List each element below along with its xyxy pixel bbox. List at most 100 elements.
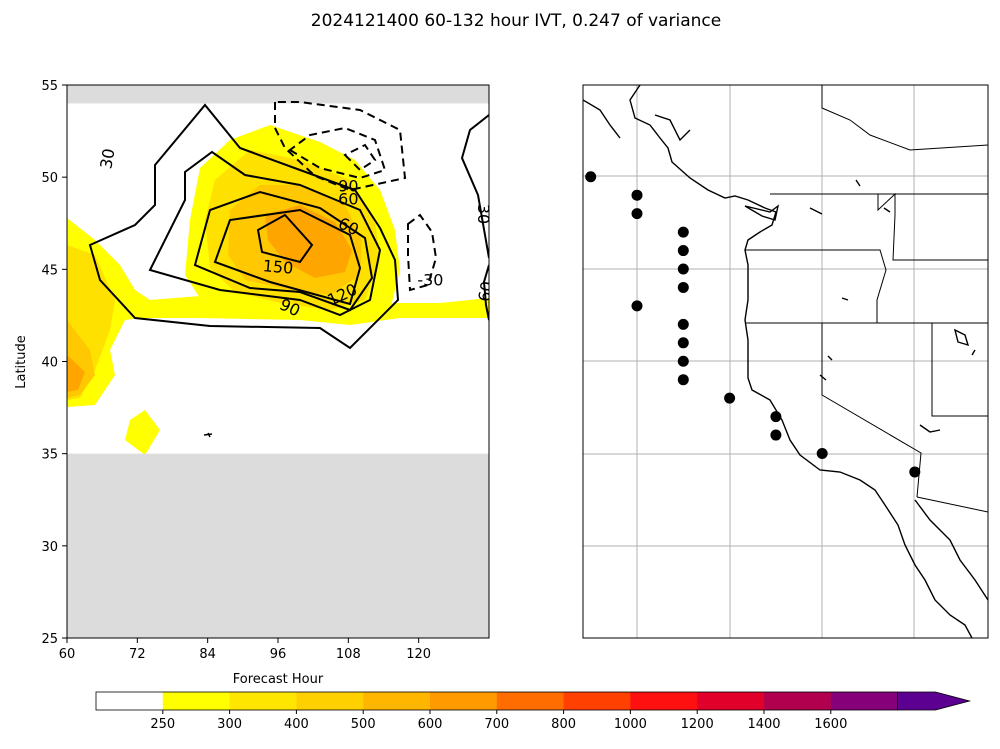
contour-90	[193, 190, 374, 312]
y-axis-ticks: 25 30 35 40 45 50 55	[41, 79, 67, 647]
y-tick-label: 55	[41, 79, 58, 94]
contour-120	[213, 208, 362, 306]
fill-500-edge	[67, 355, 85, 392]
colorbar-label: 1400	[747, 717, 780, 732]
colorbar-label: 300	[217, 717, 242, 732]
contour-150	[256, 213, 314, 264]
border-nv-ut	[931, 323, 988, 417]
masked-regions	[67, 85, 489, 638]
x-tick-label: 84	[199, 647, 216, 662]
coast-inlet	[654, 114, 691, 142]
station-point	[677, 226, 689, 238]
station-point	[562, 125, 573, 136]
station-point	[677, 281, 689, 293]
colorbar-label: 700	[484, 717, 509, 732]
contour-label: -30	[417, 270, 443, 289]
y-tick-label: 30	[41, 540, 58, 555]
station-point	[539, 144, 550, 155]
station-point	[724, 392, 736, 404]
coast-islands	[583, 99, 621, 139]
x-tick-label: 72	[129, 647, 146, 662]
station-point	[909, 466, 921, 478]
contour-label: 30	[474, 204, 493, 224]
inland-boundary	[821, 85, 988, 151]
x-tick-label: 96	[270, 647, 287, 662]
station-point	[631, 208, 643, 220]
fill-250-patch	[125, 410, 160, 455]
small-lakes	[819, 355, 833, 381]
station-point	[677, 355, 689, 367]
y-tick-label: 45	[41, 263, 58, 278]
contour-label: 150	[262, 256, 294, 278]
colorbar-label: 500	[351, 717, 376, 732]
station-point	[677, 337, 689, 349]
contour-neg-30-east	[407, 213, 438, 292]
colorbar-label: 1200	[681, 717, 714, 732]
station-point	[816, 448, 828, 459]
colorbar-label: 1000	[614, 717, 647, 732]
station-point	[585, 171, 597, 183]
colorbar-label: 1600	[814, 717, 847, 732]
coast-gulf	[914, 499, 988, 601]
lake-mead	[919, 424, 941, 433]
colorbar-label: 600	[418, 717, 443, 732]
colorbar-cell	[697, 692, 765, 710]
contour-30-east	[460, 114, 489, 321]
station-point	[770, 429, 782, 441]
station-point	[539, 153, 550, 164]
station-point	[677, 263, 689, 275]
x-axis-label: Forecast Hour	[233, 672, 324, 687]
x-tick-label: 120	[406, 647, 431, 662]
station-point	[770, 411, 782, 423]
contour-neg-90	[343, 143, 377, 172]
state-borders	[745, 85, 988, 513]
border-wa-or	[745, 249, 887, 323]
colorbar-label: 800	[551, 717, 576, 732]
colorbar-cell	[630, 692, 698, 710]
ivt-fill	[67, 125, 489, 455]
colorbar-cell	[430, 692, 498, 710]
station-point	[988, 503, 999, 514]
y-tick-label: 25	[41, 632, 58, 647]
y-tick-label: 35	[41, 448, 58, 463]
contour-30	[88, 103, 400, 350]
colorbar-cell	[162, 692, 231, 710]
masked-region	[67, 453, 489, 638]
colorbar-cell	[496, 692, 565, 710]
station-point	[631, 189, 643, 201]
masked-region	[67, 85, 489, 104]
y-tick-label: 50	[41, 171, 58, 186]
colorbar-labels: 250 300 400 500 600 700 800 1000 1200 1400 1600	[150, 710, 847, 732]
border-id-mt	[877, 192, 988, 261]
colorbar-label: 250	[150, 717, 175, 732]
coast-main	[629, 85, 973, 638]
station-map-panel	[539, 84, 999, 639]
colorbar-label: 400	[284, 717, 309, 732]
colorbar-cell	[229, 692, 297, 710]
contour-60	[148, 150, 382, 317]
y-tick-label: 40	[41, 356, 58, 371]
colorbar-extend-arrow	[897, 691, 972, 711]
colorbar-cell	[764, 692, 832, 710]
contour-label: 90	[338, 176, 358, 195]
colorbar-cell	[296, 692, 364, 710]
contour-label: 60	[474, 280, 496, 303]
lakes	[809, 179, 891, 301]
negative-contours	[274, 101, 438, 292]
y-axis-label: Latitude	[14, 335, 29, 389]
border-us-mexico	[916, 496, 988, 513]
station-point	[631, 300, 643, 312]
colorbar: 250 300 400 500 600 700 800 1000 1200 1400 1600	[95, 691, 972, 732]
positive-contours	[88, 103, 489, 350]
station-point	[539, 97, 550, 108]
station-points	[539, 97, 999, 514]
colorbar-cell	[96, 692, 164, 710]
contour-label: 60	[338, 189, 358, 208]
colorbar-cell	[563, 692, 631, 710]
x-tick-label: 60	[59, 647, 76, 662]
map-frame	[582, 84, 989, 639]
puget-sound	[744, 204, 780, 221]
colorbar-cell	[363, 692, 431, 710]
colorbar-cells	[95, 691, 972, 711]
